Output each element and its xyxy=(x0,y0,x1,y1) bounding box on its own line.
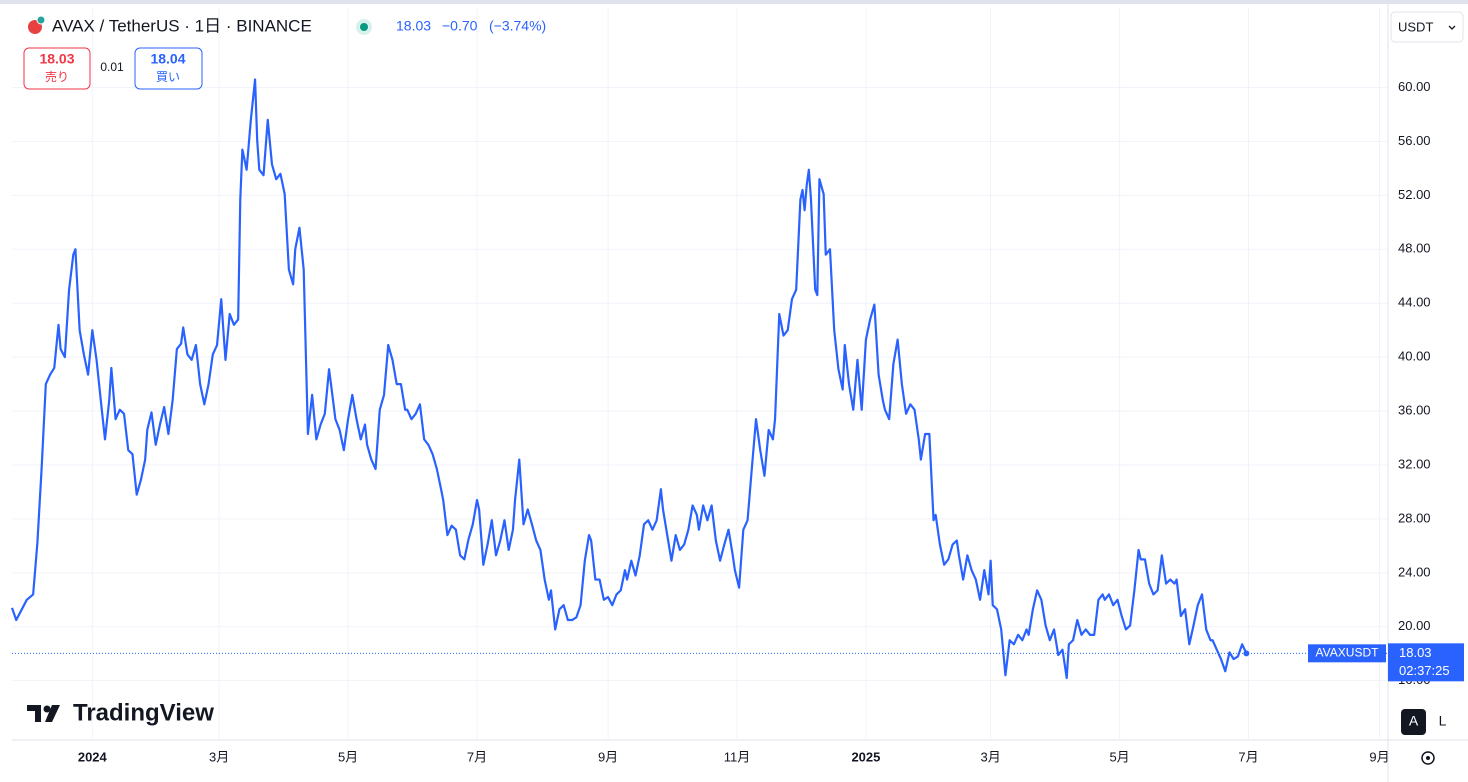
y-tick-label: 36.00 xyxy=(1398,403,1431,418)
plot xyxy=(10,78,1388,680)
status-dot xyxy=(360,23,368,31)
price-tag xyxy=(1388,643,1464,682)
grid xyxy=(12,8,1388,740)
chart-title: AVAX / TetherUS · 1日 · BINANCE xyxy=(52,16,312,35)
symbol-tag xyxy=(1308,644,1386,663)
settings-icon-center xyxy=(1426,756,1430,760)
currency-select[interactable] xyxy=(1390,11,1464,43)
x-tick-label: 7月 xyxy=(1238,749,1258,764)
price-line xyxy=(10,78,1248,680)
symbol-tag-label: AVAXUSDT xyxy=(1316,645,1380,659)
spread: 0.01 xyxy=(100,60,124,74)
brand-logo xyxy=(27,705,60,722)
header-change: −0.70 xyxy=(442,18,478,34)
symbol-badge xyxy=(36,15,46,25)
log-scale-button[interactable] xyxy=(1430,709,1455,735)
sell-price[interactable]: 18.03 xyxy=(39,51,74,67)
header-price: 18.03 xyxy=(396,18,431,34)
y-tick-label: 56.00 xyxy=(1398,133,1431,148)
sell-button[interactable] xyxy=(23,47,91,90)
log-scale-label[interactable]: L xyxy=(1439,713,1447,729)
settings-icon[interactable] xyxy=(1421,751,1435,765)
x-tick-label: 2025 xyxy=(851,749,880,764)
buy-label[interactable]: 買い xyxy=(156,70,180,84)
sell-label[interactable]: 売り xyxy=(45,69,69,84)
x-tick-label: 9月 xyxy=(598,749,618,764)
x-tick-label: 3月 xyxy=(981,749,1001,764)
currency-label[interactable]: USDT xyxy=(1398,19,1433,34)
auto-scale-label[interactable]: A xyxy=(1409,713,1419,729)
x-tick-label: 7月 xyxy=(467,749,487,764)
header-change-pct: (−3.74%) xyxy=(489,18,546,34)
brand-mark xyxy=(27,705,41,722)
y-tick-label: 28.00 xyxy=(1398,510,1431,525)
x-tick-label: 2024 xyxy=(78,749,108,764)
x-tick-label: 5月 xyxy=(338,749,358,764)
y-tick-label: 20.00 xyxy=(1398,618,1431,633)
countdown-label: 02:37:25 xyxy=(1399,663,1450,678)
price-tag-label: 18.03 xyxy=(1399,645,1432,660)
brand-mark-dot xyxy=(43,705,51,713)
last-point xyxy=(1243,650,1250,657)
y-tick-label: 60.00 xyxy=(1398,79,1431,94)
brand-mark-slash xyxy=(45,705,60,722)
dropdown-arrow xyxy=(1448,25,1456,30)
y-tick-label: 32.00 xyxy=(1398,456,1431,471)
y-tick-label: 52.00 xyxy=(1398,187,1431,202)
y-tick-label: 48.00 xyxy=(1398,241,1431,256)
y-tick-label: 40.00 xyxy=(1398,349,1431,364)
x-tick-label: 5月 xyxy=(1109,749,1129,764)
y-tick-label: 24.00 xyxy=(1398,564,1431,579)
y-tick-label: 44.00 xyxy=(1398,295,1431,310)
buy-button[interactable] xyxy=(134,47,203,90)
buy-price[interactable]: 18.04 xyxy=(150,51,185,67)
brand-name: TradingView xyxy=(73,699,214,726)
auto-scale-button[interactable] xyxy=(1401,709,1426,735)
x-tick-label: 9月 xyxy=(1369,749,1389,764)
top-bar xyxy=(0,0,1468,4)
x-tick-label: 3月 xyxy=(209,749,229,764)
x-tick-label: 11月 xyxy=(724,749,751,764)
